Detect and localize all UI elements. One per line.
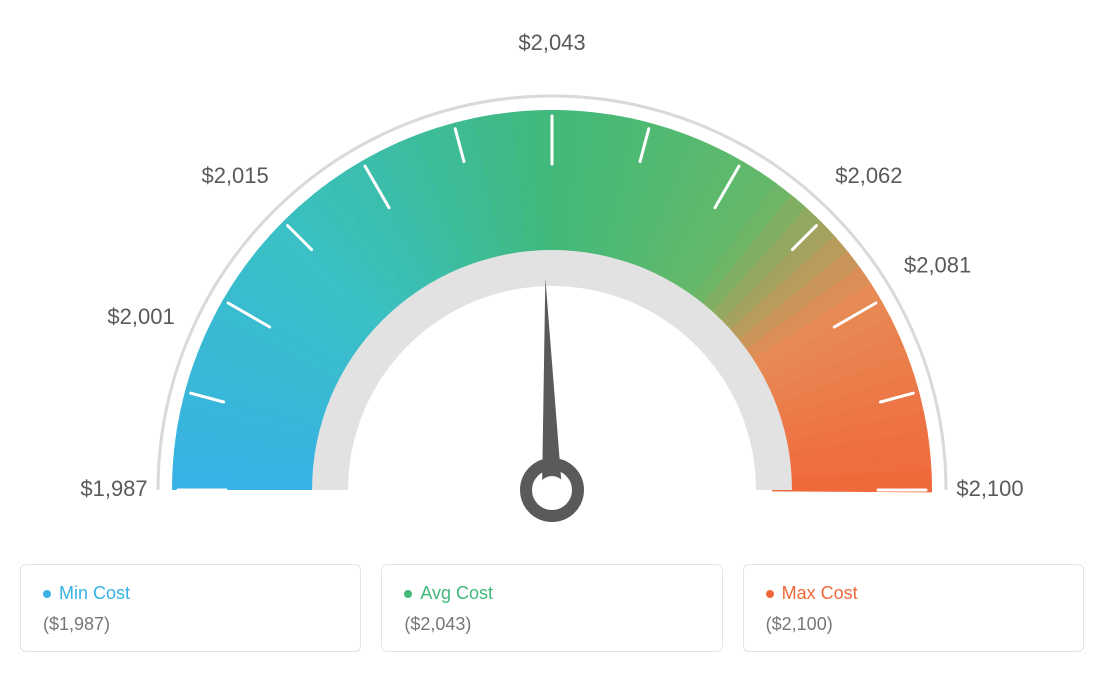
min-dot (43, 590, 51, 598)
svg-text:$2,081: $2,081 (904, 253, 971, 278)
avg-cost-label: Avg Cost (420, 583, 493, 604)
svg-text:$2,001: $2,001 (107, 304, 174, 329)
min-cost-card: Min Cost ($1,987) (20, 564, 361, 652)
max-cost-card: Max Cost ($2,100) (743, 564, 1084, 652)
cost-gauge-chart: $1,987 $2,001 $2,015 $2,043 $2,062 $2,081 $2,1… (20, 20, 1084, 540)
avg-cost-value: ($2,043) (404, 614, 471, 635)
cost-summary-cards: Min Cost ($1,987) Avg Cost ($2,043) Max … (20, 564, 1084, 652)
svg-text:$2,100: $2,100 (956, 476, 1023, 501)
min-cost-value: ($1,987) (43, 614, 110, 635)
svg-text:$2,043: $2,043 (518, 30, 585, 55)
max-cost-value: ($2,100) (766, 614, 833, 635)
svg-text:$1,987: $1,987 (80, 476, 147, 501)
max-dot (766, 590, 774, 598)
avg-cost-card: Avg Cost ($2,043) (381, 564, 722, 652)
svg-text:$2,062: $2,062 (835, 163, 902, 188)
max-cost-label: Max Cost (782, 583, 858, 604)
avg-dot (404, 590, 412, 598)
gauge-svg: $1,987 $2,001 $2,015 $2,043 $2,062 $2,081 $2,1… (20, 20, 1084, 540)
svg-text:$2,015: $2,015 (201, 163, 268, 188)
min-cost-label: Min Cost (59, 583, 130, 604)
